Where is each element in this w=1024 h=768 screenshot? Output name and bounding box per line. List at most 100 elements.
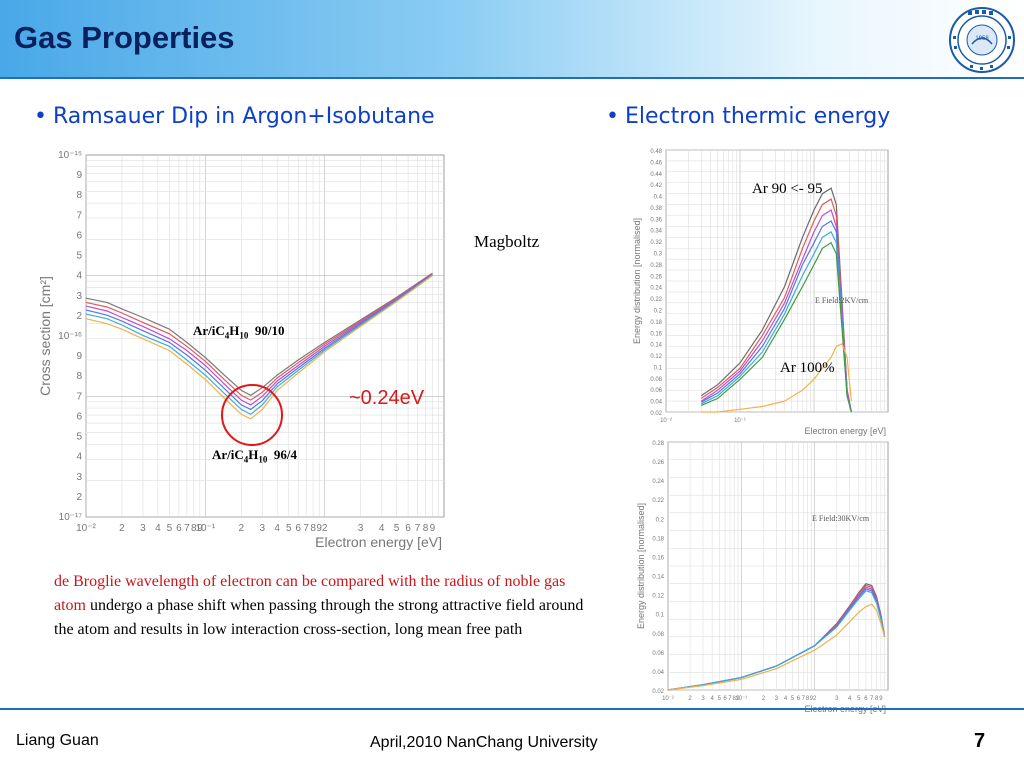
y-axis-label: Energy distribution [normalised]	[632, 218, 642, 344]
y-tick-label: 0.34	[650, 229, 662, 235]
x-tick-label: 7	[303, 523, 309, 534]
y-tick-label: 0.26	[652, 460, 664, 466]
x-tick-label: 3	[358, 523, 364, 534]
y-tick-label: 0.3	[654, 252, 663, 258]
y-tick-label: 6	[76, 411, 82, 422]
x-tick-label: 6	[405, 523, 411, 534]
y-tick-label: 6	[76, 230, 82, 241]
x-tick-label: 10⁻¹	[195, 523, 215, 534]
energy-distribution-chart-2kv: 0.48 0.46 0.44 0.42 0.4 0.38 0.36 0.34 0.32 0.3 0.…	[632, 149, 889, 436]
bullet-right-text: Electron thermic energy	[624, 104, 891, 129]
energy-callout: ~0.24eV	[349, 387, 425, 409]
x-tick-label: 3	[140, 523, 146, 534]
y-tick-label: 0.48	[650, 149, 662, 155]
x-tick-label: 8	[310, 523, 316, 534]
x-axis-label: Electron energy [eV]	[804, 426, 886, 436]
x-tick-label: 6	[797, 696, 801, 702]
paragraph-black-text: undergo a phase shift when passing throu…	[54, 597, 584, 638]
y-tick-label: 0.38	[650, 206, 662, 212]
series-line-3	[85, 274, 433, 411]
y-tick-label: 9	[76, 170, 82, 181]
series-line-5	[85, 275, 433, 420]
x-tick-label: 5	[167, 523, 173, 534]
y-tick-label: 0.02	[650, 411, 662, 417]
logo-year: 1958	[975, 36, 989, 42]
y-axis-label: Cross section [cm²]	[37, 276, 53, 396]
y-tick-label: 0.22	[650, 297, 662, 303]
mix-label-96-4: Ar/iC4H10 96/4	[212, 447, 297, 465]
x-tick-label: 9	[430, 523, 436, 534]
explanation-paragraph: de Broglie wavelength of electron can be…	[54, 570, 584, 642]
y-tick-label: 10⁻¹⁵	[58, 150, 82, 161]
x-tick-label: 4	[710, 696, 714, 702]
series-line-4	[667, 590, 886, 691]
y-tick-label: 8	[76, 371, 82, 382]
y-tick-label: 0.1	[654, 365, 663, 371]
bullet-dot-icon: •	[606, 104, 619, 129]
bullet-left-text: Ramsauer Dip in Argon+Isobutane	[52, 104, 435, 129]
x-tick-label: 2	[813, 696, 817, 702]
y-tick-label: 4	[76, 271, 82, 282]
x-tick-label: 2	[119, 523, 125, 534]
mix-bottom-ratio: 96/4	[273, 447, 298, 462]
bullet-right: • Electron thermic energy	[606, 104, 890, 129]
y-tick-label: 0.14	[652, 575, 664, 581]
y-tick-label: 0.08	[652, 632, 664, 638]
x-tick-label: 10⁻¹	[735, 696, 747, 702]
y-tick-label: 5	[76, 251, 82, 262]
x-tick-label: 6	[723, 696, 727, 702]
y-tick-label: 0.12	[650, 354, 662, 360]
x-tick-label: 5	[857, 696, 861, 702]
series-line-0	[85, 272, 433, 396]
y-tick-label: 3	[76, 291, 82, 302]
bullet-dot-icon: •	[34, 104, 47, 129]
ar100-label: Ar 100%	[780, 360, 835, 376]
y-tick-label: 5	[76, 432, 82, 443]
y-tick-label: 0.4	[654, 195, 663, 201]
field-2kv-label: E Field:2KV/cm	[815, 296, 869, 305]
footer-event: April,2010 NanChang University	[370, 734, 598, 751]
series-line-1	[85, 273, 433, 401]
y-tick-label: 0.06	[652, 651, 664, 657]
x-tick-label: 4	[848, 696, 852, 702]
x-tick-label: 3	[259, 523, 265, 534]
y-tick-label: 0.08	[650, 377, 662, 383]
x-tick-label: 10⁻¹	[734, 418, 746, 424]
y-tick-label: 0.36	[650, 217, 662, 223]
x-tick-label: 10⁻²	[662, 696, 674, 702]
y-tick-label: 0.16	[652, 555, 664, 561]
y-tick-label: 7	[76, 391, 82, 402]
title-bar: Gas Properties 1958	[0, 0, 1024, 79]
x-tick-label: 6	[864, 696, 868, 702]
y-tick-label: 0.22	[652, 498, 664, 504]
x-tick-label: 4	[155, 523, 161, 534]
slide-title: Gas Properties	[14, 20, 235, 55]
x-tick-label: 2	[322, 523, 328, 534]
y-tick-label: 0.32	[650, 240, 662, 246]
y-tick-label: 0.28	[650, 263, 662, 269]
x-tick-label: 3	[701, 696, 705, 702]
x-tick-label: 8	[423, 523, 429, 534]
y-tick-label: 0.46	[650, 160, 662, 166]
x-tick-label: 10⁻²	[660, 418, 672, 424]
footer-author: Liang Guan	[16, 732, 99, 749]
x-tick-label: 6	[295, 523, 301, 534]
y-tick-label: 0.04	[650, 400, 662, 406]
x-tick-label: 9	[736, 696, 740, 702]
x-tick-label: 5	[718, 696, 722, 702]
y-tick-label: 7	[76, 210, 82, 221]
x-tick-label: 7	[415, 523, 421, 534]
x-axis-label: Electron energy [eV]	[315, 534, 442, 550]
series-line-2	[85, 273, 433, 406]
x-tick-label: 7	[728, 696, 732, 702]
x-tick-label: 8	[806, 696, 810, 702]
y-tick-label: 0.14	[650, 343, 662, 349]
y-tick-label: 0.24	[652, 479, 664, 485]
y-tick-label: 0.2	[654, 308, 663, 314]
y-tick-label: 8	[76, 190, 82, 201]
bullet-left: • Ramsauer Dip in Argon+Isobutane	[34, 104, 435, 129]
x-tick-label: 4	[274, 523, 280, 534]
mix-top-sub1: 4	[224, 330, 230, 341]
x-tick-label: 3	[835, 696, 839, 702]
